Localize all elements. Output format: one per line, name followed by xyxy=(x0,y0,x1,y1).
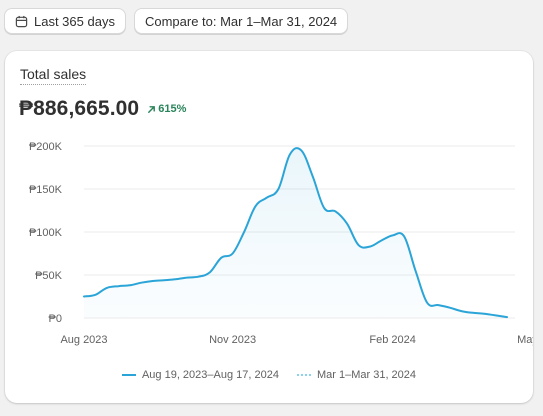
metric-value: ₱886,665.00 xyxy=(19,97,140,120)
legend-item-current[interactable]: Aug 19, 2023–Aug 17, 2024 xyxy=(121,369,279,381)
calendar-icon xyxy=(15,15,28,27)
legend-item-comparison[interactable]: Mar 1–Mar 31, 2024 xyxy=(296,369,417,381)
x-tick-label: Feb 2024 xyxy=(369,334,415,346)
y-tick-label: ₱200K xyxy=(29,141,63,153)
series-line-current[interactable] xyxy=(83,147,508,319)
date-range-button[interactable]: Last 365 days xyxy=(4,8,126,34)
toolbar: Last 365 days Compare to: Mar 1–Mar 31, … xyxy=(4,8,349,34)
y-tick-label: ₱150K xyxy=(29,184,63,196)
series-area xyxy=(84,148,507,318)
legend-swatch-current xyxy=(121,374,136,376)
x-tick-label: May 2024 xyxy=(517,334,533,346)
y-tick-label: ₱100K xyxy=(29,227,63,239)
compare-label: Compare to: Mar 1–Mar 31, 2024 xyxy=(144,13,338,29)
arrow-up-right-icon xyxy=(148,105,156,113)
compare-button[interactable]: Compare to: Mar 1–Mar 31, 2024 xyxy=(133,8,349,34)
x-tick-label: Nov 2023 xyxy=(209,334,256,346)
y-tick-label: ₱50K xyxy=(35,270,63,282)
metric-row: ₱886,665.00 615% xyxy=(19,97,186,121)
date-range-label: Last 365 days xyxy=(34,13,115,29)
metric-change: 615% xyxy=(147,103,186,115)
y-tick-label: ₱0 xyxy=(49,313,62,325)
x-tick-label: Aug 2023 xyxy=(60,334,107,346)
card-title[interactable]: Total sales xyxy=(20,66,87,85)
metric-change-value: 615% xyxy=(158,103,187,115)
total-sales-card: Total sales ₱886,665.00 615% ₱0 ₱50K ₱100K… xyxy=(5,51,533,403)
legend-label-current: Aug 19, 2023–Aug 17, 2024 xyxy=(141,369,279,381)
legend-label-comparison: Mar 1–Mar 31, 2024 xyxy=(316,369,417,381)
legend-swatch-comparison xyxy=(296,374,311,376)
chart-legend: Aug 19, 2023–Aug 17, 2024 Mar 1–Mar 31, … xyxy=(5,369,533,381)
sales-chart: ₱0 ₱50K ₱100K ₱150K ₱200K Aug 2023 Nov 2023 Feb… xyxy=(29,141,533,346)
